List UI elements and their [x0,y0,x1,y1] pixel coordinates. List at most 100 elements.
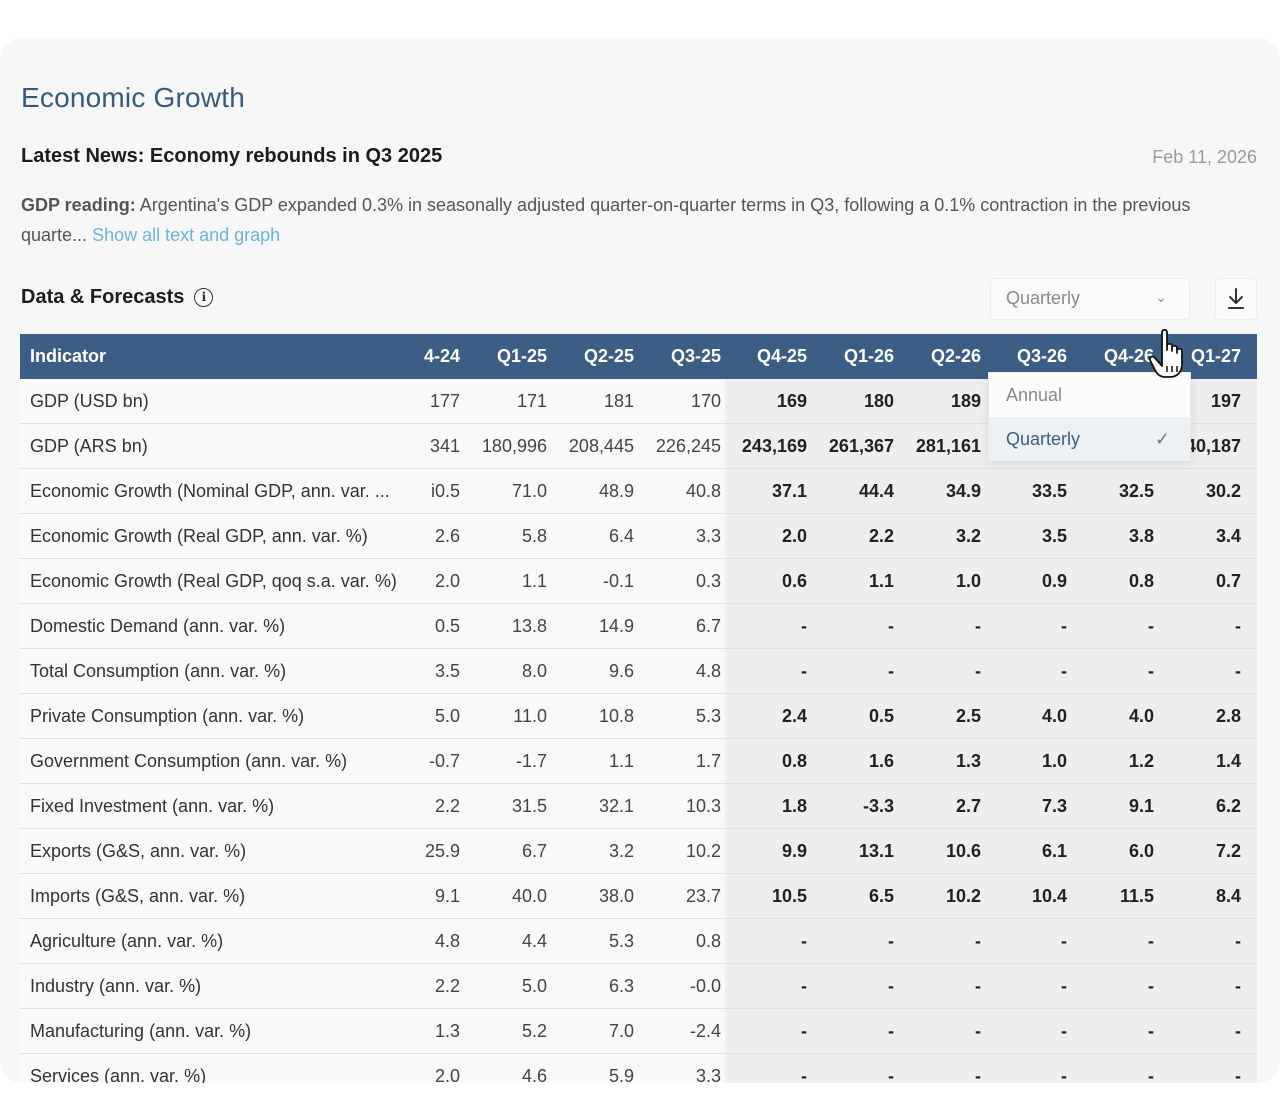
table-cell: 3.3 [695,526,721,546]
table-cell: -2.4 [689,1021,721,1041]
historical-area [20,379,725,1083]
table-cell: 177 [429,391,460,411]
table-cell: - [1148,976,1154,996]
table-cell: 1.8 [781,796,807,816]
info-icon[interactable]: i [194,288,214,307]
table-cell: 13.1 [858,841,894,861]
table-cell: -0.0 [689,976,721,996]
table-cell: 10.2 [945,886,981,906]
table-cell: 25.9 [424,841,460,861]
table-cell: 1.2 [1128,751,1154,771]
table-cell: 0.8 [695,931,721,951]
table-row: Government Consumption (ann. var. %) -0.7… [20,739,1257,784]
table-cell: 32.5 [1118,481,1154,501]
table-cell: 180,996 [481,436,547,456]
row-indicator-name: Services (ann. var. %) [30,1066,207,1083]
table-cell: 261,367 [828,436,894,456]
table-cell: 6.5 [868,886,894,906]
table-cell: 14.9 [598,616,634,636]
forecast-area [725,379,1257,1083]
table-cell: - [801,661,807,681]
option-annual[interactable]: Annual [989,373,1190,417]
table-cell: 3.3 [695,1066,721,1083]
table-cell: 0.9 [1041,571,1067,591]
data-forecasts-label: Data & Forecasts [21,286,185,308]
table-cell: 5.8 [521,526,547,546]
table-cell: 6.7 [695,616,721,636]
table-cell: - [888,616,894,636]
row-indicator-name: Fixed Investment (ann. var. %) [30,796,275,816]
table-cell: -3.3 [862,796,894,816]
table-cell: 2.2 [434,796,460,816]
header-column: Q4-26 [1103,346,1154,366]
header-column: Q1-26 [843,346,894,366]
table-cell: 9.1 [434,886,460,906]
table-row: Exports (G&S, ann. var. %) 25.9 6.7 3.2 10.2… [20,829,1257,874]
show-all-link[interactable]: Show all text and graph [92,225,281,245]
table-cell: 2.8 [1215,706,1241,726]
table-row: Industry (ann. var. %) 2.2 5.0 6.3 -0.0 - - - - -… [20,964,1257,1009]
table-cell: 197 [1210,391,1241,411]
header-column: Q4-25 [756,346,807,366]
table-cell: 3.8 [1128,526,1154,546]
header-column: Q3-25 [670,346,721,366]
download-button[interactable] [1215,278,1257,320]
table-cell: - [1061,931,1067,951]
data-table: Indicator 4-24 Q1-25 Q2-25 Q3-25 Q4-25 Q1-26 Q… [20,334,1257,1083]
economic-growth-card: Economic Growth Latest News: Economy reb… [0,38,1280,1083]
header-column: Q1-27 [1190,346,1241,366]
table-cell: - [1061,1021,1067,1041]
row-indicator-name: Imports (G&S, ann. var. %) [30,886,246,906]
table-cell: 1.0 [955,571,981,591]
table-cell: 33.5 [1031,481,1067,501]
table-cell: -1.7 [515,751,547,771]
table-cell: -0.7 [428,751,460,771]
table-cell: - [801,976,807,996]
table-cell: 5.3 [695,706,721,726]
header-column: Q2-25 [583,346,634,366]
table-cell: 3.5 [434,661,460,681]
table-row: Total Consumption (ann. var. %) 3.5 8.0 9.6… [20,649,1257,694]
table-cell: 1.1 [521,571,547,591]
table-cell: 10.8 [598,706,634,726]
table-cell: 3.4 [1215,526,1241,546]
table-cell: 9.6 [608,661,634,681]
table-cell: 4.0 [1128,706,1154,726]
table-cell: 4.0 [1041,706,1067,726]
row-indicator-name: Domestic Demand (ann. var. %) [30,616,286,636]
table-cell: 32.1 [598,796,634,816]
row-indicator-name: Exports (G&S, ann. var. %) [30,841,247,861]
table-cell: 226,245 [655,436,721,456]
table-cell: 10.5 [771,886,807,906]
row-indicator-name: Industry (ann. var. %) [30,976,202,996]
check-icon: ✓ [1154,429,1170,449]
table-cell: - [888,976,894,996]
download-icon [1228,288,1244,309]
table-cell: 1.1 [608,751,634,771]
option-annual-label: Annual [1006,385,1063,405]
table-cell: 1.6 [868,751,894,771]
table-cell: - [975,616,981,636]
table-cell: - [975,1021,981,1041]
table-cell: 3.2 [955,526,981,546]
table-cell: 7.3 [1041,796,1067,816]
option-quarterly[interactable]: Quarterly ✓ [989,417,1190,461]
frequency-select[interactable]: Quarterly ⌄ [990,278,1190,320]
header-column: 4-24 [423,346,460,366]
table-cell: - [1235,976,1241,996]
table-cell: 2.6 [434,526,460,546]
table-cell: 2.4 [781,706,807,726]
frequency-select-value: Quarterly [1006,288,1081,308]
table-row: Fixed Investment (ann. var. %) 2.2 31.5 32.… [20,784,1257,829]
table-cell: 37.1 [771,481,807,501]
news-title[interactable]: Latest News: Economy rebounds in Q3 2025 [21,145,443,167]
table-cell: 2.0 [434,1066,460,1083]
table-cell: 6.2 [1215,796,1241,816]
table-cell: 243,169 [741,436,807,456]
table-cell: 208,445 [568,436,634,456]
table-cell: - [1061,616,1067,636]
table-row: Economic Growth (Real GDP, ann. var. %) 2… [20,514,1257,559]
row-indicator-name: Economic Growth (Nominal GDP, ann. var. … [30,481,390,501]
table-cell: 0.8 [1128,571,1154,591]
table-cell: 9.1 [1128,796,1154,816]
